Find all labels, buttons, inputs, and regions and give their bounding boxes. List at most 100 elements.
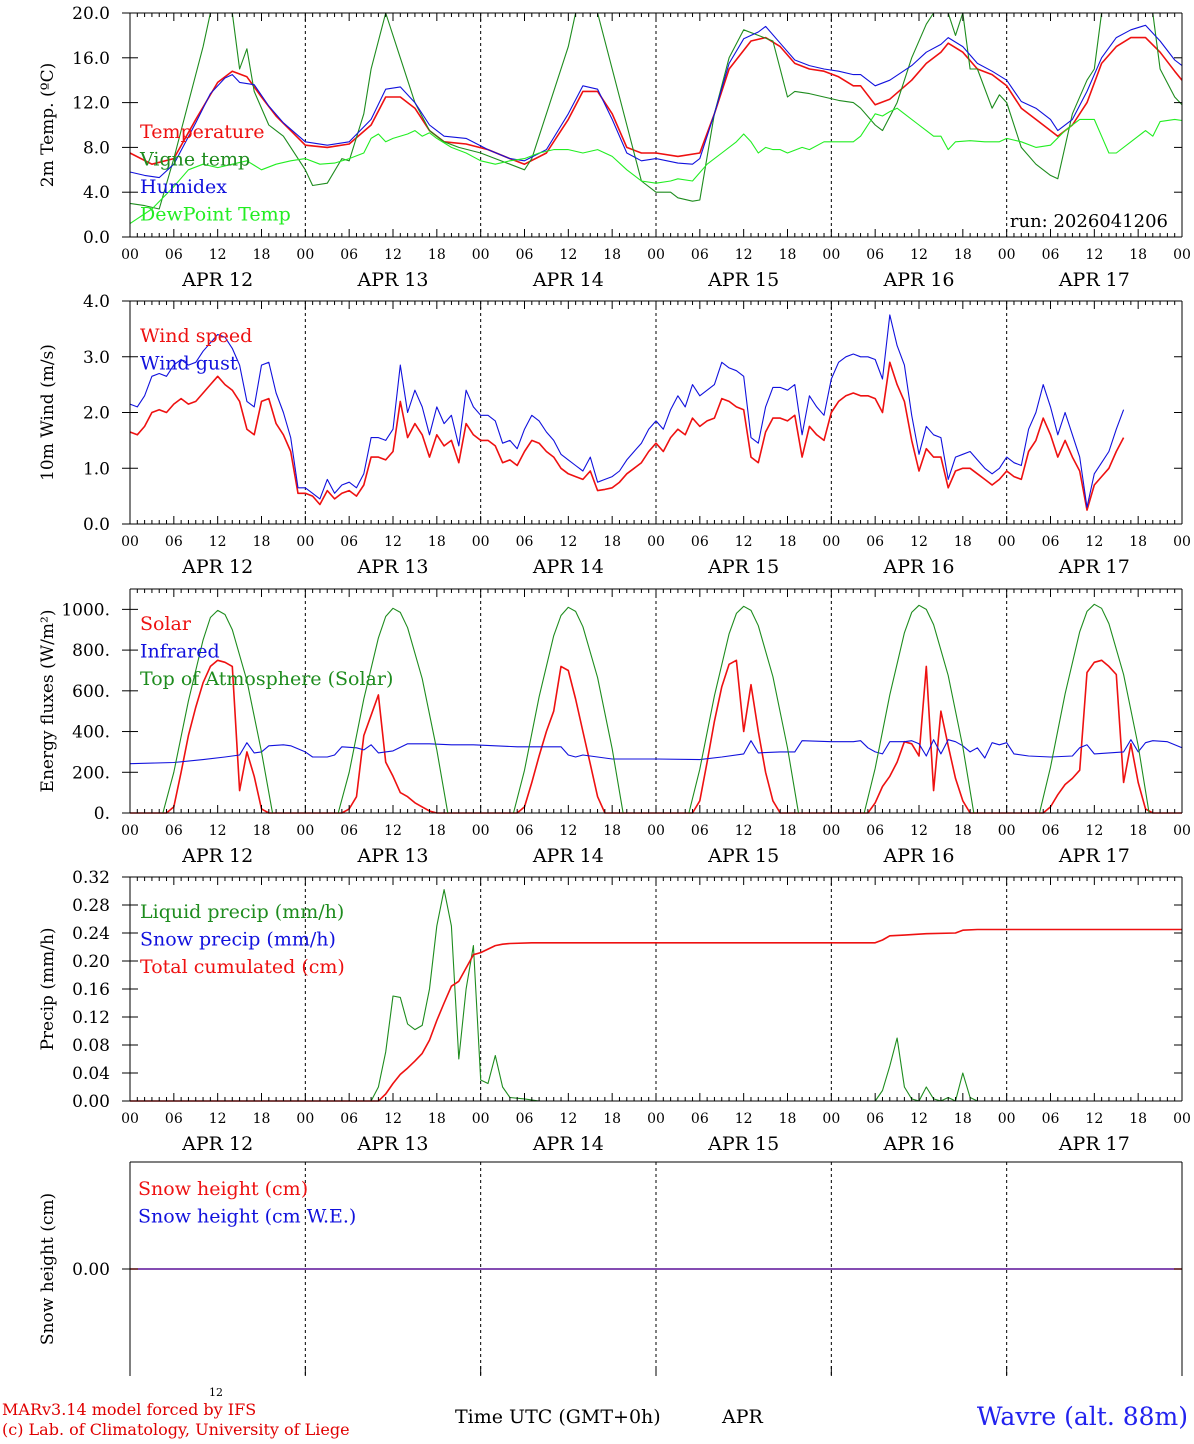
day-label: APR 14 bbox=[532, 556, 604, 578]
hour-tick-label: 06 bbox=[516, 534, 534, 550]
day-label: APR 12 bbox=[181, 556, 253, 578]
series-line-liquid-precip-mm-h- bbox=[130, 889, 1182, 1102]
hour-tick-label: 18 bbox=[779, 823, 797, 839]
hour-tick-label: 18 bbox=[779, 1111, 797, 1127]
day-label: APR 13 bbox=[356, 269, 428, 291]
hour-tick-label: 00 bbox=[998, 534, 1016, 550]
hour-tick-label: 12 bbox=[559, 247, 577, 263]
hour-tick-label: 18 bbox=[954, 1111, 972, 1127]
legend-entry: Total cumulated (cm) bbox=[140, 956, 345, 978]
hour-tick-label: 00 bbox=[472, 1111, 490, 1127]
hour-tick-label: 06 bbox=[340, 534, 358, 550]
day-label: APR 13 bbox=[356, 556, 428, 578]
hour-tick-label: 06 bbox=[340, 1111, 358, 1127]
hour-tick-label: 18 bbox=[428, 247, 446, 263]
legend-entry: Temperature bbox=[140, 121, 264, 143]
y-tick-label: 0.32 bbox=[72, 868, 110, 888]
hour-tick-label: 12 bbox=[910, 247, 928, 263]
hour-tick-label: 18 bbox=[253, 247, 271, 263]
hour-tick-label: 12 bbox=[1085, 1111, 1103, 1127]
hour-tick-label: 12 bbox=[735, 823, 753, 839]
legend-entry: DewPoint Temp bbox=[140, 204, 291, 226]
y-axis-title: 2m Temp. (ºC) bbox=[38, 63, 58, 188]
hour-tick-label: 00 bbox=[822, 534, 840, 550]
hour-tick-label: 00 bbox=[472, 247, 490, 263]
legend-entry: Solar bbox=[140, 613, 192, 635]
hour-tick-label: 06 bbox=[691, 823, 709, 839]
y-tick-label: 0.20 bbox=[72, 952, 110, 972]
hour-tick-label: 12 bbox=[559, 534, 577, 550]
hour-tick-label: 00 bbox=[647, 247, 665, 263]
day-label: APR 13 bbox=[356, 1133, 428, 1155]
month-label: APR bbox=[722, 1406, 763, 1428]
run-annotation: run: 2026041206 bbox=[1010, 211, 1168, 232]
hour-tick-label: 06 bbox=[165, 534, 183, 550]
day-label: APR 14 bbox=[532, 845, 604, 867]
hour-tick-label: 00 bbox=[1173, 1111, 1191, 1127]
y-tick-label: 600. bbox=[72, 682, 110, 702]
y-tick-label: 0.00 bbox=[72, 1092, 110, 1112]
y-tick-label: 400. bbox=[72, 723, 110, 743]
hour-tick-label: 18 bbox=[1129, 534, 1147, 550]
hour-tick-label: 06 bbox=[691, 534, 709, 550]
lab-credit: (c) Lab. of Climatology, University of L… bbox=[2, 1420, 350, 1439]
day-label: APR 14 bbox=[532, 269, 604, 291]
hour-tick-label: 06 bbox=[516, 823, 534, 839]
y-tick-label: 0.00 bbox=[72, 1260, 110, 1280]
hour-tick-label: 18 bbox=[603, 247, 621, 263]
day-label: APR 16 bbox=[882, 269, 954, 291]
hour-tick-label: 00 bbox=[822, 1111, 840, 1127]
hour-tick-label: 00 bbox=[647, 1111, 665, 1127]
hour-tick-label: 18 bbox=[603, 534, 621, 550]
hour-tick-label: 18 bbox=[1129, 247, 1147, 263]
legend-entry: Top of Atmosphere (Solar) bbox=[140, 668, 393, 690]
legend-entry: Vigne temp bbox=[139, 149, 250, 171]
y-axis-title: Energy fluxes (W/m²) bbox=[38, 610, 58, 793]
hour-tick-label: 18 bbox=[253, 534, 271, 550]
day-label: APR 12 bbox=[181, 1133, 253, 1155]
hour-tick-label: 18 bbox=[603, 1111, 621, 1127]
y-tick-label: 800. bbox=[72, 641, 110, 661]
legend-entry: Snow height (cm) bbox=[138, 1178, 308, 1200]
y-tick-label: 20.0 bbox=[72, 4, 110, 24]
hour-tick-label: 06 bbox=[1042, 823, 1060, 839]
footer-superscript: 12 bbox=[209, 1386, 223, 1399]
hour-tick-label: 00 bbox=[472, 823, 490, 839]
hour-tick-label: 12 bbox=[384, 247, 402, 263]
y-tick-label: 8.0 bbox=[83, 138, 110, 158]
hour-tick-label: 00 bbox=[121, 247, 139, 263]
y-tick-label: 0.04 bbox=[72, 1064, 110, 1084]
hour-tick-label: 12 bbox=[209, 823, 227, 839]
hour-tick-label: 06 bbox=[866, 534, 884, 550]
hour-tick-label: 00 bbox=[121, 534, 139, 550]
y-tick-label: 0.0 bbox=[83, 515, 110, 535]
hour-tick-label: 12 bbox=[735, 1111, 753, 1127]
day-label: APR 17 bbox=[1058, 1133, 1130, 1155]
hour-tick-label: 12 bbox=[384, 1111, 402, 1127]
hour-tick-label: 00 bbox=[296, 247, 314, 263]
hour-tick-label: 06 bbox=[691, 1111, 709, 1127]
hour-tick-label: 00 bbox=[1173, 247, 1191, 263]
hour-tick-label: 06 bbox=[866, 247, 884, 263]
hour-tick-label: 06 bbox=[165, 247, 183, 263]
series-line-solar bbox=[130, 659, 1182, 814]
hour-tick-label: 06 bbox=[1042, 247, 1060, 263]
hour-tick-label: 18 bbox=[954, 534, 972, 550]
day-label: APR 16 bbox=[882, 556, 954, 578]
hour-tick-label: 12 bbox=[735, 534, 753, 550]
series-line-wind-speed bbox=[129, 361, 1125, 511]
hour-tick-label: 12 bbox=[384, 534, 402, 550]
hour-tick-label: 00 bbox=[296, 1111, 314, 1127]
hour-tick-label: 00 bbox=[121, 1111, 139, 1127]
day-label: APR 15 bbox=[707, 556, 779, 578]
legend-entry: Snow precip (mm/h) bbox=[140, 929, 336, 951]
hour-tick-label: 12 bbox=[209, 1111, 227, 1127]
hour-tick-label: 18 bbox=[253, 1111, 271, 1127]
hour-tick-label: 18 bbox=[253, 823, 271, 839]
station-label: Wavre (alt. 88m) bbox=[976, 1402, 1188, 1431]
hour-tick-label: 06 bbox=[340, 823, 358, 839]
day-label: APR 17 bbox=[1058, 845, 1130, 867]
hour-tick-label: 00 bbox=[472, 534, 490, 550]
hour-tick-label: 18 bbox=[954, 247, 972, 263]
